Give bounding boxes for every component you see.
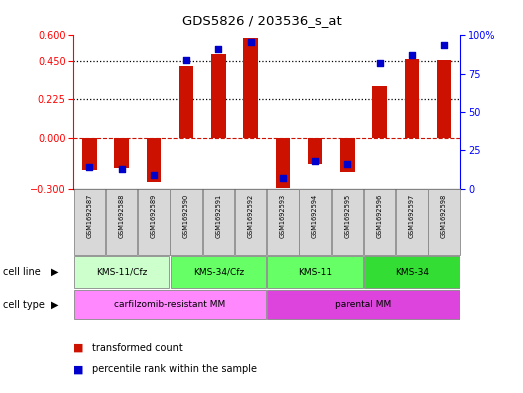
Text: GSM1692598: GSM1692598 <box>441 194 447 238</box>
Bar <box>115 138 129 168</box>
FancyBboxPatch shape <box>396 189 428 255</box>
Text: transformed count: transformed count <box>92 343 183 353</box>
Bar <box>437 60 451 138</box>
Text: cell line: cell line <box>3 267 40 277</box>
Text: GSM1692595: GSM1692595 <box>344 194 350 238</box>
Bar <box>340 138 355 172</box>
Text: KMS-11/Cfz: KMS-11/Cfz <box>96 268 147 277</box>
FancyBboxPatch shape <box>364 189 395 255</box>
Text: KMS-34: KMS-34 <box>395 268 429 277</box>
Text: parental MM: parental MM <box>335 300 392 309</box>
Point <box>408 52 416 59</box>
Text: GSM1692592: GSM1692592 <box>247 194 254 238</box>
Point <box>182 57 190 63</box>
Text: ▶: ▶ <box>51 267 59 277</box>
Text: GSM1692593: GSM1692593 <box>280 194 286 238</box>
Text: KMS-11: KMS-11 <box>298 268 332 277</box>
Bar <box>308 138 322 164</box>
Point <box>311 158 319 164</box>
FancyBboxPatch shape <box>106 189 138 255</box>
FancyBboxPatch shape <box>74 257 169 288</box>
FancyBboxPatch shape <box>364 257 460 288</box>
Text: GSM1692597: GSM1692597 <box>409 194 415 238</box>
FancyBboxPatch shape <box>170 257 266 288</box>
FancyBboxPatch shape <box>267 189 299 255</box>
Text: GSM1692590: GSM1692590 <box>183 194 189 238</box>
Text: carfilzomib-resistant MM: carfilzomib-resistant MM <box>115 300 225 309</box>
Point <box>376 60 384 66</box>
Point <box>440 41 448 48</box>
Text: KMS-34/Cfz: KMS-34/Cfz <box>193 268 244 277</box>
Text: GDS5826 / 203536_s_at: GDS5826 / 203536_s_at <box>181 14 342 27</box>
FancyBboxPatch shape <box>428 189 460 255</box>
Bar <box>82 138 97 170</box>
Bar <box>405 59 419 138</box>
FancyBboxPatch shape <box>235 189 266 255</box>
Point <box>150 172 158 178</box>
FancyBboxPatch shape <box>332 189 363 255</box>
Text: GSM1692596: GSM1692596 <box>377 194 383 238</box>
FancyBboxPatch shape <box>267 290 460 320</box>
Point <box>214 46 223 52</box>
Point <box>246 39 255 45</box>
Point <box>279 175 287 181</box>
Bar <box>276 138 290 188</box>
Bar <box>243 38 258 138</box>
Text: GSM1692588: GSM1692588 <box>119 194 124 239</box>
Text: percentile rank within the sample: percentile rank within the sample <box>92 364 256 375</box>
Bar <box>211 54 225 138</box>
FancyBboxPatch shape <box>138 189 169 255</box>
FancyBboxPatch shape <box>74 290 266 320</box>
Text: ■: ■ <box>73 364 84 375</box>
Text: GSM1692589: GSM1692589 <box>151 194 157 238</box>
FancyBboxPatch shape <box>74 189 105 255</box>
Bar <box>146 138 161 182</box>
FancyBboxPatch shape <box>267 257 363 288</box>
FancyBboxPatch shape <box>170 189 202 255</box>
Point <box>343 161 351 167</box>
FancyBboxPatch shape <box>299 189 331 255</box>
Text: ■: ■ <box>73 343 84 353</box>
Text: GSM1692594: GSM1692594 <box>312 194 318 238</box>
Text: cell type: cell type <box>3 299 44 310</box>
Point <box>117 165 126 172</box>
FancyBboxPatch shape <box>202 189 234 255</box>
Text: GSM1692587: GSM1692587 <box>86 194 93 239</box>
Bar <box>179 66 194 138</box>
Text: GSM1692591: GSM1692591 <box>215 194 221 238</box>
Bar <box>372 86 387 138</box>
Text: ▶: ▶ <box>51 299 59 310</box>
Point <box>85 164 94 170</box>
